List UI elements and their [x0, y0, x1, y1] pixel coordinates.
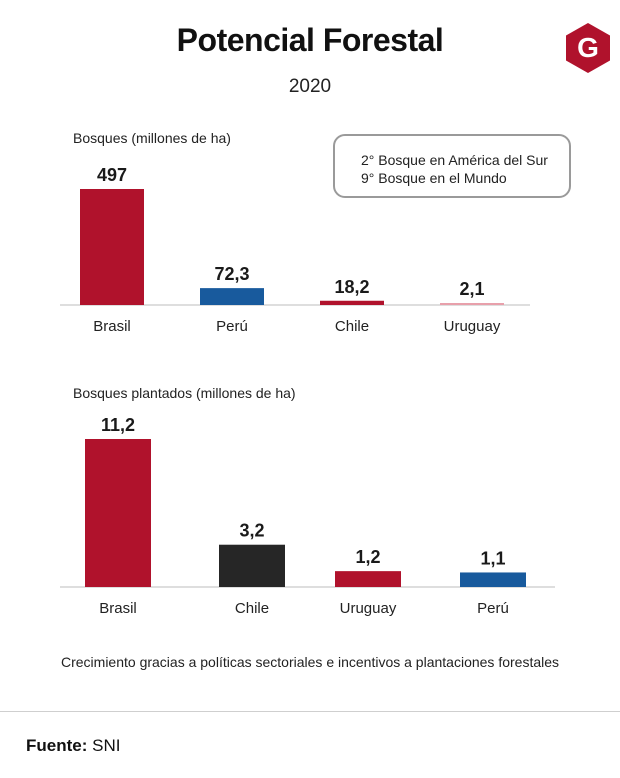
chart-title: Potencial Forestal: [176, 22, 444, 58]
source-value: SNI: [92, 736, 121, 755]
bar-per: [460, 572, 526, 587]
chart-1-title: Bosques (millones de ha): [73, 130, 231, 146]
divider: [0, 711, 620, 712]
category-label: Brasil: [93, 318, 131, 335]
chart-1: 497 Brasil 72,3 Perú 18,2 Chile 2,1 Uruguay: [60, 165, 530, 335]
value-label: 18,2: [334, 277, 369, 297]
chart-2: 11,2 Brasil 3,2 Chile 1,2 Uruguay 1,1 Perú: [60, 415, 555, 617]
category-label: Chile: [335, 318, 369, 335]
logo-letter: G: [577, 32, 599, 63]
value-label: 2,1: [459, 279, 484, 299]
bar-uruguay: [335, 571, 401, 587]
bar-per: [200, 288, 264, 305]
chart-2-title: Bosques plantados (millones de ha): [73, 385, 296, 401]
value-label: 497: [97, 165, 127, 185]
note-line-2: 9° Bosque en el Mundo: [361, 170, 507, 186]
category-label: Uruguay: [340, 600, 397, 617]
bar-chile: [320, 300, 384, 305]
category-label: Perú: [216, 318, 248, 335]
logo-hexagon: [566, 23, 610, 73]
footnote: Crecimiento gracias a políticas sectoria…: [60, 654, 560, 670]
bar-chile: [219, 544, 285, 587]
category-label: Brasil: [99, 600, 137, 617]
value-label: 1,1: [480, 548, 505, 568]
category-label: Chile: [235, 600, 269, 617]
value-label: 1,2: [355, 547, 380, 567]
bar-uruguay: [440, 303, 504, 305]
source-label: Fuente:: [26, 736, 88, 755]
category-label: Perú: [477, 600, 509, 617]
bar-brasil: [85, 439, 151, 587]
ranking-note: 2° Bosque en América del Sur 9° Bosque e…: [333, 134, 571, 198]
category-label: Uruguay: [444, 318, 501, 335]
source-line: Fuente: SNI: [26, 736, 120, 756]
chart-subtitle: 2020: [288, 76, 332, 97]
brand-logo: G: [566, 23, 610, 73]
note-line-1: 2° Bosque en América del Sur: [361, 152, 548, 168]
value-label: 72,3: [214, 264, 249, 284]
value-label: 3,2: [239, 521, 264, 541]
bar-brasil: [80, 189, 144, 305]
value-label: 11,2: [101, 415, 135, 435]
